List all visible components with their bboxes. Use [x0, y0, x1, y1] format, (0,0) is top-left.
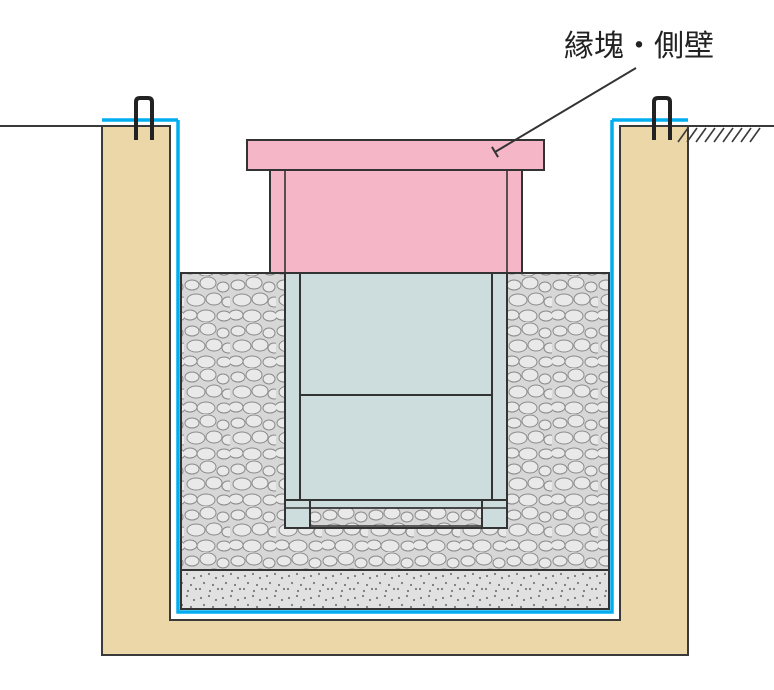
sand-bedding-layer: [181, 570, 609, 609]
curb-side-wall-body: [270, 170, 522, 273]
gravel-under-pallet: [310, 508, 482, 526]
label-curb-sidewall: 縁塊・側壁: [564, 30, 714, 63]
ground-hatch: [678, 128, 760, 142]
curb-side-wall-cap: [247, 140, 544, 170]
label-leader-line: [495, 68, 636, 152]
inner-well-body: [300, 273, 492, 500]
